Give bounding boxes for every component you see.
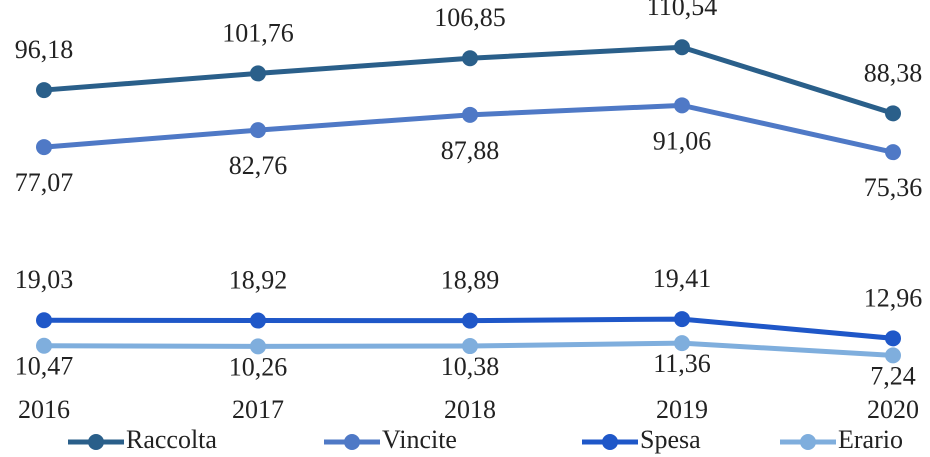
data-label: 87,88 xyxy=(441,136,500,165)
x-tick-label: 2016 xyxy=(18,395,70,424)
point xyxy=(462,106,478,123)
point xyxy=(674,97,690,114)
x-tick-label: 2017 xyxy=(232,395,284,424)
data-label: 88,38 xyxy=(864,58,923,87)
point xyxy=(462,312,478,329)
point xyxy=(885,144,901,161)
legend-label: Raccolta xyxy=(126,425,217,454)
data-label: 82,76 xyxy=(229,151,288,180)
legend-marker xyxy=(88,434,104,450)
legend-marker xyxy=(800,434,816,450)
point xyxy=(885,347,901,364)
x-tick-label: 2020 xyxy=(867,395,919,424)
point xyxy=(462,338,478,355)
data-label: 75,36 xyxy=(864,173,923,202)
x-tick-label: 2019 xyxy=(656,395,708,424)
point xyxy=(36,82,52,99)
point xyxy=(462,50,478,67)
point xyxy=(250,312,266,329)
data-label: 101,76 xyxy=(222,18,294,47)
point xyxy=(36,337,52,354)
data-label: 12,96 xyxy=(864,283,923,312)
x-tick-label: 2018 xyxy=(444,395,496,424)
point xyxy=(250,338,266,355)
data-label: 106,85 xyxy=(434,3,506,32)
legend-label: Erario xyxy=(838,425,903,454)
data-label: 10,47 xyxy=(15,352,74,381)
data-label: 19,03 xyxy=(15,265,74,294)
data-label: 11,36 xyxy=(653,349,711,378)
legend-marker xyxy=(602,434,618,450)
point xyxy=(36,139,52,156)
data-label: 91,06 xyxy=(653,126,712,155)
point xyxy=(250,122,266,139)
point xyxy=(250,65,266,82)
data-label: 7,24 xyxy=(870,361,916,390)
data-label: 96,18 xyxy=(15,35,74,64)
data-label: 10,26 xyxy=(229,352,288,381)
point xyxy=(674,39,690,56)
data-label: 110,54 xyxy=(647,0,718,21)
data-label: 18,89 xyxy=(441,266,500,295)
point xyxy=(674,335,690,352)
data-label: 10,38 xyxy=(441,352,500,381)
data-label: 19,41 xyxy=(653,264,712,293)
point xyxy=(36,312,52,329)
legend-marker xyxy=(344,434,360,450)
legend-label: Vincite xyxy=(382,425,457,454)
data-label: 77,07 xyxy=(15,168,74,197)
point xyxy=(885,330,901,347)
data-label: 18,92 xyxy=(229,266,288,295)
point xyxy=(674,311,690,328)
legend-label: Spesa xyxy=(640,425,701,454)
point xyxy=(885,105,901,122)
